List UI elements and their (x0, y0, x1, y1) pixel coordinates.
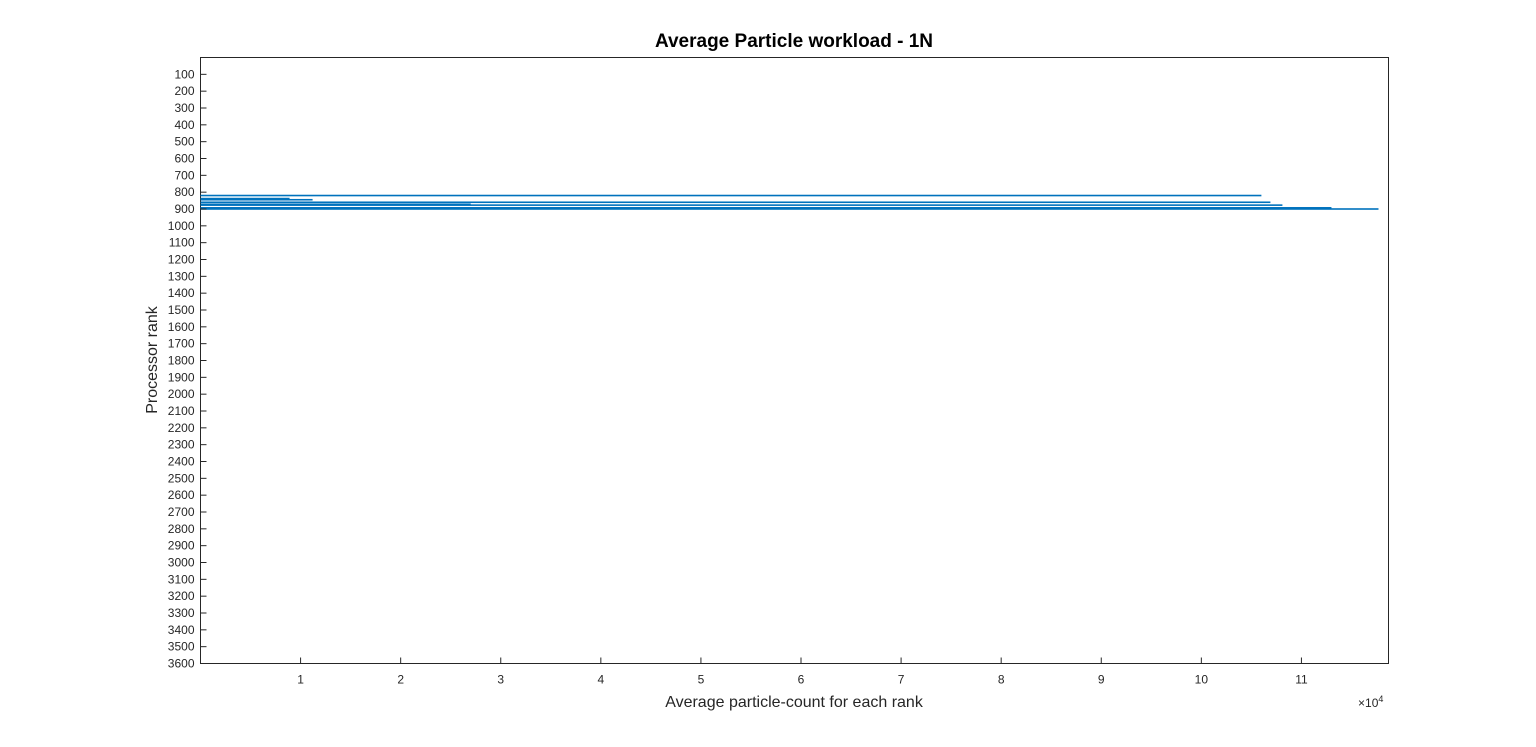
y-tick-label: 2200 (168, 421, 195, 435)
x-tick-label: 10 (1195, 673, 1209, 687)
bar (200, 204, 1283, 206)
x-tick-label: 1 (297, 673, 304, 687)
y-axis-label: Processor rank (144, 305, 161, 414)
y-tick-label: 1600 (168, 320, 195, 334)
x-tick-label: 5 (698, 673, 705, 687)
bar (200, 203, 471, 206)
bar (200, 207, 1332, 209)
x-axis-ticks: 1 2 3 4 5 6 7 8 9 10 11 (297, 657, 1308, 687)
y-tick-label: 2400 (168, 455, 195, 469)
y-tick-label: 300 (174, 101, 194, 115)
y-tick-label: 700 (174, 168, 194, 182)
y-tick-label: 200 (174, 84, 194, 98)
x-axis-label: Average particle-count for each rank (665, 694, 924, 711)
bar (200, 208, 1379, 210)
y-tick-label: 1900 (168, 370, 195, 384)
x-axis-exponent-power: 4 (1378, 694, 1383, 704)
chart-title: Average Particle workload - 1N (655, 31, 933, 52)
y-tick-label: 1800 (168, 354, 195, 368)
y-tick-label: 1000 (168, 219, 195, 233)
x-tick-label: 9 (1098, 673, 1105, 687)
bar (200, 201, 1271, 204)
y-tick-label: 3500 (168, 640, 195, 654)
x-axis-exponent-times: × (1358, 696, 1365, 710)
bar (200, 194, 1262, 197)
y-tick-label: 3600 (168, 657, 195, 671)
y-tick-label: 1500 (168, 303, 195, 317)
y-tick-label: 2900 (168, 539, 195, 553)
y-tick-label: 1400 (168, 286, 195, 300)
x-tick-label: 4 (597, 673, 604, 687)
x-tick-label: 3 (497, 673, 504, 687)
y-tick-label: 2000 (168, 387, 195, 401)
bar (200, 198, 313, 201)
y-tick-label: 800 (174, 185, 194, 199)
y-tick-label: 1100 (169, 236, 195, 250)
y-tick-label: 500 (174, 135, 194, 149)
bar (200, 197, 290, 200)
y-tick-label: 3200 (168, 589, 195, 603)
y-tick-label: 2600 (168, 488, 195, 502)
x-tick-label: 11 (1295, 673, 1308, 687)
y-tick-label: 100 (174, 67, 194, 81)
y-tick-label: 3000 (168, 556, 195, 570)
x-axis-exponent-base: 10 (1365, 696, 1379, 710)
y-tick-label: 3100 (168, 572, 195, 586)
y-tick-label: 2100 (168, 404, 195, 418)
y-tick-label: 1200 (168, 253, 195, 267)
y-tick-label: 2300 (168, 438, 195, 452)
y-tick-label: 2500 (168, 471, 195, 485)
y-tick-label: 2800 (168, 522, 195, 536)
y-tick-label: 600 (174, 152, 194, 166)
y-tick-label: 3400 (168, 623, 195, 637)
y-tick-label: 1700 (168, 337, 195, 351)
x-tick-label: 2 (397, 673, 404, 687)
x-tick-label: 8 (998, 673, 1005, 687)
y-axis-ticks: 100 200 300 400 500 600 700 800 900 1000 1100 1200 1… (168, 67, 207, 671)
y-tick-label: 3300 (168, 606, 195, 620)
y-tick-label: 2700 (168, 505, 195, 519)
bars (200, 194, 1379, 210)
y-tick-label: 1300 (168, 269, 195, 283)
y-tick-label: 400 (174, 118, 194, 132)
x-axis-exponent: ×104 (1358, 694, 1383, 710)
plot-area (200, 57, 1389, 664)
x-tick-label: 7 (898, 673, 905, 687)
y-tick-label: 900 (174, 202, 194, 216)
x-tick-label: 6 (798, 673, 805, 687)
